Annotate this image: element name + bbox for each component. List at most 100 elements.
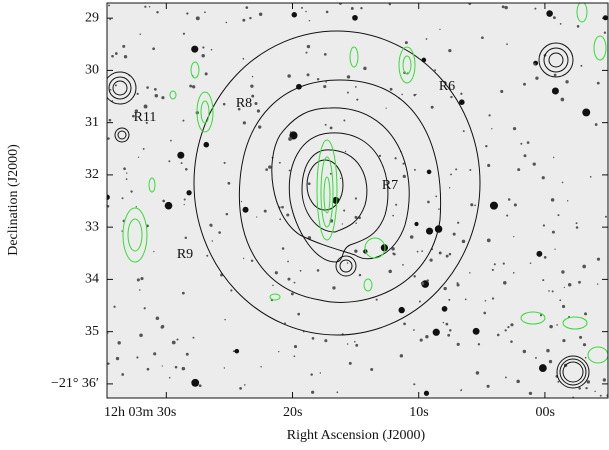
star (529, 262, 532, 264)
star (142, 147, 145, 150)
star (389, 87, 393, 91)
star (160, 325, 164, 329)
star (242, 18, 246, 22)
star (516, 379, 520, 384)
star (176, 338, 179, 341)
star (201, 54, 205, 58)
star (162, 199, 166, 203)
star (329, 126, 333, 130)
star (136, 356, 139, 359)
star (456, 282, 459, 285)
star (125, 178, 128, 180)
star (191, 85, 196, 89)
star (109, 18, 112, 21)
star (134, 109, 139, 113)
star (234, 348, 240, 354)
star (536, 250, 543, 257)
star (507, 325, 510, 329)
star (189, 84, 193, 88)
star (185, 168, 188, 171)
star (355, 343, 359, 347)
radio-contours (107, 3, 608, 389)
x-tick-label: 00s (535, 405, 554, 420)
star (395, 203, 398, 206)
star (469, 272, 471, 274)
star (456, 342, 460, 346)
star (586, 380, 590, 384)
star (512, 126, 517, 131)
star (430, 105, 434, 109)
star (293, 281, 296, 284)
star (111, 54, 114, 58)
star (108, 4, 111, 7)
star (360, 7, 363, 10)
star (450, 173, 452, 176)
star (596, 81, 600, 85)
star (305, 10, 307, 13)
star (523, 82, 526, 86)
star (491, 268, 494, 272)
star (567, 283, 572, 287)
star (443, 286, 447, 291)
star (485, 144, 488, 148)
star (222, 102, 226, 106)
star (500, 89, 504, 94)
star (341, 223, 344, 225)
star (413, 168, 416, 171)
star (346, 343, 349, 345)
star (122, 44, 126, 48)
star (388, 3, 392, 6)
star (448, 252, 452, 256)
star (409, 235, 414, 239)
star (561, 270, 565, 274)
star (182, 119, 185, 122)
star (287, 277, 291, 281)
star (580, 64, 583, 67)
y-tick-label: 33 (85, 219, 99, 234)
star (512, 271, 515, 274)
star (370, 368, 374, 372)
star (532, 162, 536, 166)
x-tick-label: 10s (409, 405, 428, 420)
star (391, 247, 395, 251)
star (403, 322, 406, 326)
star (491, 128, 493, 130)
star (541, 176, 545, 180)
star (316, 269, 320, 272)
star (356, 98, 359, 101)
star (168, 376, 171, 379)
star (388, 269, 392, 274)
star (534, 7, 537, 10)
star (343, 119, 346, 122)
star (251, 94, 255, 98)
star (398, 306, 405, 314)
star (140, 276, 144, 281)
star (311, 336, 315, 340)
star (225, 212, 229, 216)
star (250, 259, 254, 263)
star (517, 168, 521, 172)
star (114, 84, 117, 87)
star (319, 372, 322, 374)
star (183, 198, 186, 201)
star (126, 172, 128, 174)
star (435, 195, 438, 198)
star (579, 335, 583, 339)
star (348, 361, 352, 365)
star (528, 391, 533, 396)
star (289, 131, 298, 140)
star (418, 300, 421, 303)
star (343, 209, 346, 212)
x-axis-label: Right Ascension (J2000) (287, 428, 426, 443)
star (445, 322, 449, 326)
star (107, 204, 110, 208)
star (487, 163, 491, 168)
star (561, 304, 566, 309)
star (240, 200, 243, 203)
star (256, 109, 261, 113)
star (107, 137, 110, 140)
star (415, 93, 417, 95)
star (206, 254, 209, 257)
star (475, 371, 480, 375)
y-tick-label: 30 (85, 63, 99, 78)
